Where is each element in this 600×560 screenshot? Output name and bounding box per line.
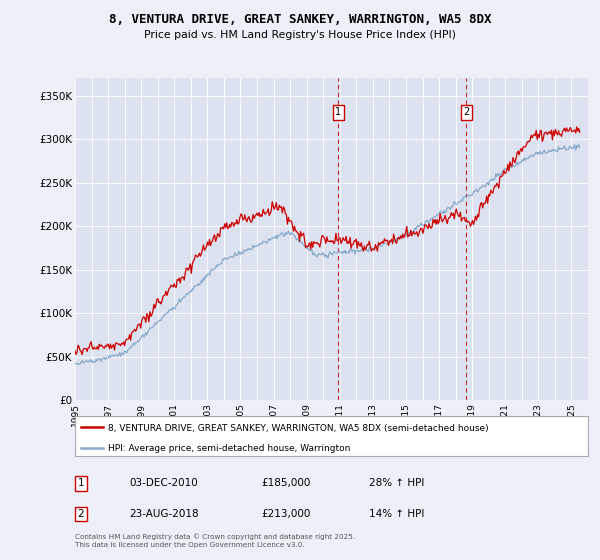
Text: 28% ↑ HPI: 28% ↑ HPI bbox=[369, 478, 424, 488]
Text: 14% ↑ HPI: 14% ↑ HPI bbox=[369, 509, 424, 519]
Text: £213,000: £213,000 bbox=[261, 509, 310, 519]
Text: HPI: Average price, semi-detached house, Warrington: HPI: Average price, semi-detached house,… bbox=[109, 444, 351, 453]
Text: Price paid vs. HM Land Registry's House Price Index (HPI): Price paid vs. HM Land Registry's House … bbox=[144, 30, 456, 40]
Text: 2: 2 bbox=[77, 509, 85, 519]
Text: 1: 1 bbox=[335, 107, 341, 117]
Text: 03-DEC-2010: 03-DEC-2010 bbox=[129, 478, 198, 488]
Text: 1: 1 bbox=[77, 478, 85, 488]
Text: £185,000: £185,000 bbox=[261, 478, 310, 488]
Text: 8, VENTURA DRIVE, GREAT SANKEY, WARRINGTON, WA5 8DX: 8, VENTURA DRIVE, GREAT SANKEY, WARRINGT… bbox=[109, 13, 491, 26]
Text: 2: 2 bbox=[463, 107, 469, 117]
Text: 23-AUG-2018: 23-AUG-2018 bbox=[129, 509, 199, 519]
Text: 8, VENTURA DRIVE, GREAT SANKEY, WARRINGTON, WA5 8DX (semi-detached house): 8, VENTURA DRIVE, GREAT SANKEY, WARRINGT… bbox=[109, 424, 489, 433]
Text: Contains HM Land Registry data © Crown copyright and database right 2025.
This d: Contains HM Land Registry data © Crown c… bbox=[75, 533, 355, 548]
